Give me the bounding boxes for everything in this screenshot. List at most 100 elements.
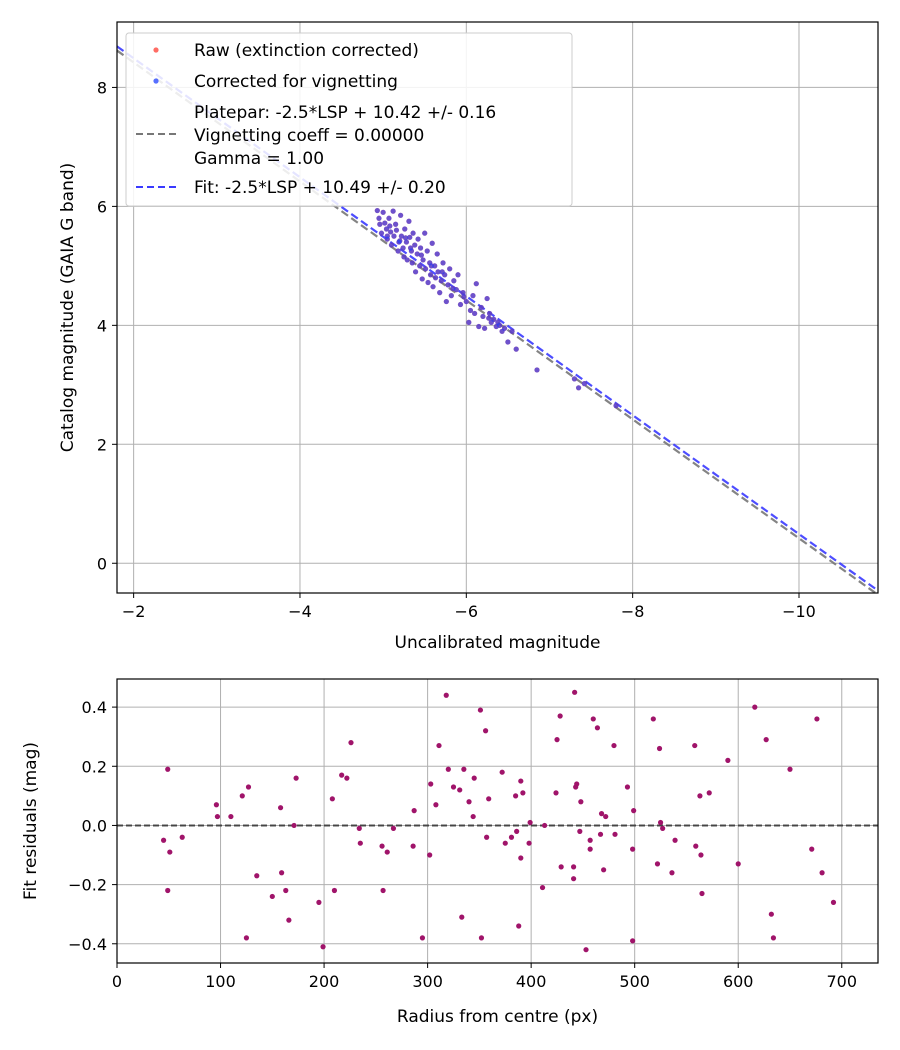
residual-point	[428, 781, 434, 787]
residual-point	[669, 870, 675, 876]
top-x-tick-label: −2	[122, 602, 146, 621]
corrected-point	[472, 310, 478, 317]
corrected-point	[398, 233, 405, 239]
residual-point	[228, 813, 234, 820]
corrected-point	[466, 319, 472, 325]
residual-point	[466, 799, 472, 805]
residual-point	[390, 825, 397, 831]
corrected-point	[382, 220, 388, 226]
residual-point	[660, 825, 666, 831]
legend-box	[125, 32, 573, 207]
residual-point	[450, 784, 457, 790]
corrected-point	[425, 279, 431, 286]
residual-point	[650, 716, 656, 722]
corrected-point	[393, 221, 399, 227]
residual-point	[624, 784, 631, 790]
residual-point	[457, 787, 463, 793]
top-y-axis-label: Catalog magnitude (GAIA G band)	[58, 163, 78, 453]
residual-point	[293, 775, 299, 781]
corrected-point	[432, 275, 439, 281]
top-y-tick-label: 4	[97, 316, 107, 335]
corrected-point	[383, 226, 390, 232]
corrected-point	[387, 223, 393, 229]
corrected-point	[473, 281, 479, 287]
corrected-point	[388, 229, 394, 235]
corrected-point	[414, 251, 420, 257]
residual-point	[283, 887, 289, 894]
residual-point	[214, 813, 221, 820]
corrected-point	[445, 282, 451, 288]
corrected-point	[402, 226, 408, 232]
corrected-point	[374, 207, 380, 214]
corrected-point	[422, 266, 429, 272]
corrected-point	[534, 367, 540, 373]
residual-point	[167, 849, 173, 855]
residual-point	[656, 745, 663, 752]
top-y-tick-label: 8	[97, 78, 107, 97]
residual-point	[583, 947, 589, 953]
corrected-point	[613, 403, 619, 409]
residual-point	[542, 822, 548, 829]
residual-point	[657, 819, 664, 826]
corrected-point	[428, 263, 434, 269]
residual-point	[254, 873, 260, 879]
corrected-point	[440, 260, 446, 266]
residual-point	[379, 843, 385, 849]
corrected-point	[455, 272, 461, 278]
corrected-point	[378, 230, 385, 236]
residual-point	[477, 707, 484, 713]
bottom-y-axis-label: Fit residuals (mag)	[21, 742, 41, 900]
residual-point	[410, 843, 416, 849]
residual-point	[520, 790, 526, 796]
corrected-point	[398, 212, 404, 218]
corrected-point	[424, 248, 430, 254]
bottom-y-tick-label: 0.2	[82, 757, 107, 776]
bottom-ticks: 0 100 200 300 400 500 600 700 −0.4 −0.2 0.0 0.2 0.4	[68, 698, 857, 991]
residual-point	[553, 790, 559, 796]
residual-point	[316, 899, 322, 905]
residual-point	[527, 819, 533, 826]
residual-point	[768, 911, 774, 917]
bottom-y-tick-label: −0.2	[68, 876, 107, 895]
corrected-point	[420, 257, 426, 263]
bottom-y-tick-label: −0.4	[68, 935, 107, 954]
residual-point	[558, 864, 564, 870]
residual-point	[243, 935, 250, 941]
residual-point	[612, 831, 618, 837]
residual-point	[539, 884, 546, 891]
top-x-tick-label: −4	[288, 602, 312, 621]
residual-point	[502, 840, 508, 846]
corrected-point	[451, 278, 457, 284]
residual-point	[320, 944, 326, 950]
corrected-point	[380, 209, 386, 215]
corrected-point	[505, 339, 511, 345]
top-y-tick-label: 0	[97, 554, 107, 573]
residual-point	[344, 775, 350, 781]
bottom-x-axis-label: Radius from centre (px)	[397, 1007, 598, 1027]
corrected-point	[513, 346, 519, 352]
top-x-tick-label: −6	[455, 602, 479, 621]
legend-label-fit: Fit: -2.5*LSP + 10.49 +/- 0.20	[194, 178, 446, 198]
corrected-point	[581, 381, 588, 387]
corrected-point	[476, 323, 482, 330]
corrected-point	[447, 266, 453, 272]
corrected-point	[404, 257, 410, 263]
residual-point	[513, 793, 519, 799]
corrected-point	[427, 272, 434, 278]
corrected-point	[403, 239, 410, 245]
corrected-point	[437, 290, 443, 296]
corrected-point	[376, 215, 382, 221]
bottom-x-tick-label: 0	[112, 972, 122, 991]
corrected-point	[463, 298, 469, 305]
residual-point	[735, 861, 741, 867]
corrected-point	[409, 260, 415, 266]
corrected-point	[407, 234, 413, 240]
residual-point	[601, 867, 607, 873]
residual-point	[572, 689, 578, 695]
corrected-point	[509, 328, 515, 334]
corrected-point	[412, 242, 418, 248]
corrected-point	[501, 325, 508, 331]
top-data-points	[374, 207, 619, 409]
residual-point	[554, 737, 560, 743]
corrected-point	[377, 221, 383, 227]
